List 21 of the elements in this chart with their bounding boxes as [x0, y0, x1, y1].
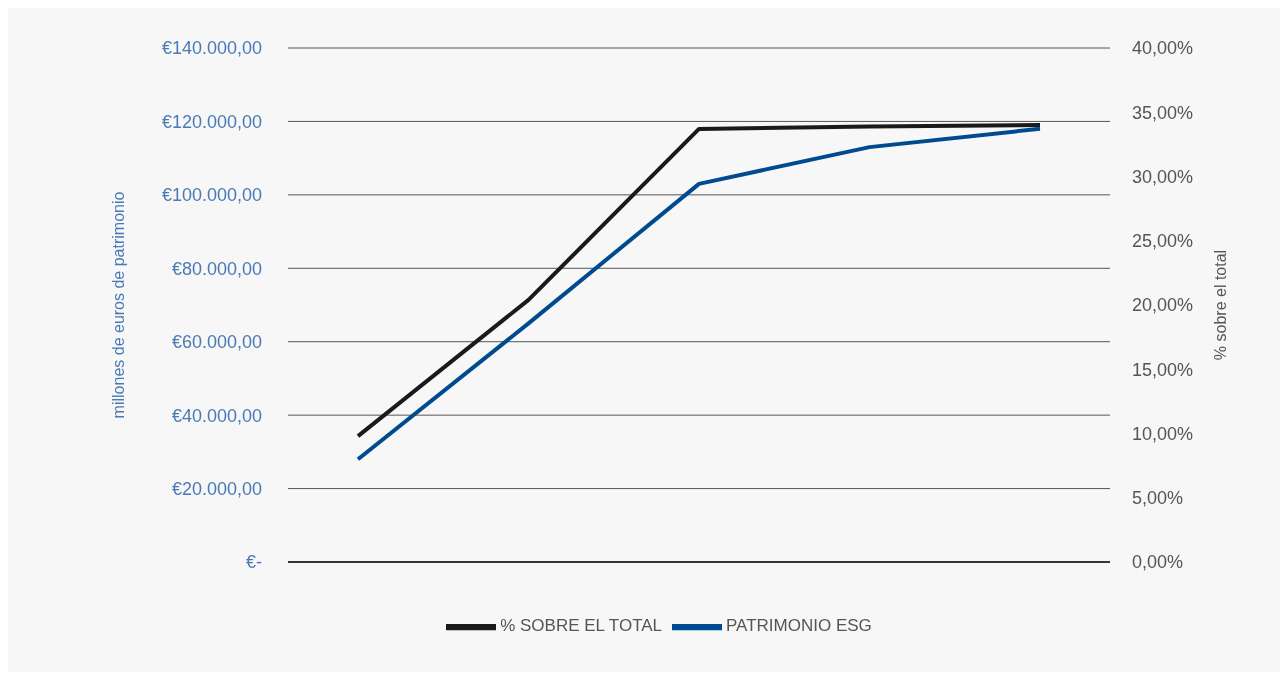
y-tick-label: €20.000,00 [171, 478, 262, 499]
y-tick-label: €40.000,00 [171, 405, 262, 426]
y-axis-title: millones de euros de patrimonio [109, 191, 127, 419]
y2-tick-label: 10,00% [1132, 423, 1194, 444]
legend-label: PATRIMONIO ESG [726, 616, 872, 636]
y-tick-label: €80.000,00 [171, 258, 262, 279]
y2-tick-label: 15,00% [1132, 359, 1194, 380]
y2-tick-label: 20,00% [1132, 295, 1194, 316]
y-tick-label: €120.000,00 [161, 111, 262, 132]
y2-tick-label: 0,00% [1132, 552, 1184, 573]
y-tick-label: €60.000,00 [171, 332, 262, 353]
y2-axis-title: % sobre el total [1211, 249, 1229, 361]
y-tick-label: €- [245, 552, 262, 573]
y2-tick-label: 35,00% [1132, 102, 1194, 123]
y-tick-label: €140.000,00 [161, 38, 262, 59]
y2-tick-label: 40,00% [1132, 38, 1194, 59]
y-tick-label: €100.000,00 [161, 185, 262, 206]
legend-label: % SOBRE EL TOTAL [500, 616, 663, 636]
y2-tick-label: 5,00% [1132, 488, 1184, 509]
y2-tick-label: 30,00% [1132, 166, 1194, 187]
y2-tick-label: 25,00% [1132, 231, 1194, 252]
